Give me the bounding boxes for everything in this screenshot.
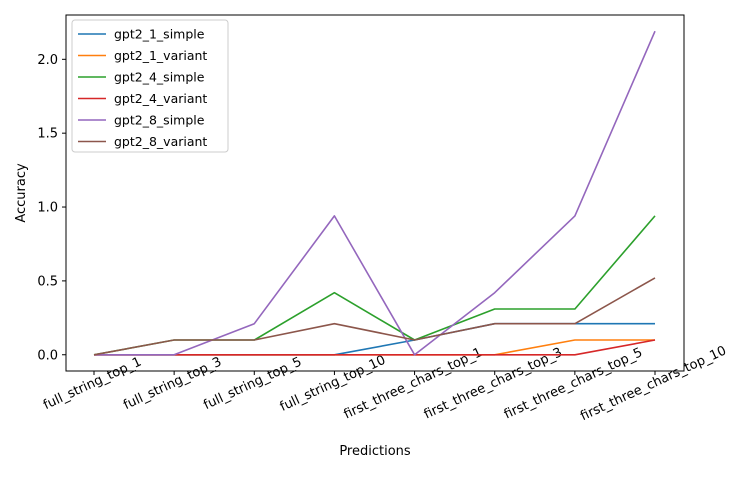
legend-label: gpt2_4_variant (114, 91, 207, 106)
plot-frame (65, 14, 685, 372)
y-tick-label: 1.5 (37, 127, 58, 142)
legend: gpt2_1_simple gpt2_1_variant gpt2_4_simple… (71, 19, 229, 153)
series-line-gpt2_4_variant (94, 339, 656, 356)
legend-label: gpt2_8_simple (114, 113, 205, 128)
series-line-gpt2_8_simple (94, 30, 656, 356)
series-lines (93, 30, 656, 356)
y-axis-ticks: 0.0 0.5 1.0 1.5 2.0 (37, 53, 66, 363)
legend-box (71, 19, 229, 153)
y-tick-label: 1.0 (37, 201, 58, 216)
x-tick-label: first_three_chars_top_1 (342, 345, 485, 422)
y-tick-label: 2.0 (37, 53, 58, 68)
x-tick-label: first_three_chars_top_10 (578, 343, 729, 424)
x-axis-label: Predictions (339, 444, 411, 459)
legend-label: gpt2_1_simple (114, 27, 205, 42)
legend-label: gpt2_1_variant (114, 48, 207, 63)
legend-label: gpt2_4_simple (114, 70, 205, 85)
y-tick-label: 0.5 (37, 274, 58, 289)
x-tick-label: first_three_chars_top_3 (422, 345, 565, 422)
series-line-gpt2_8_variant (93, 277, 656, 356)
y-axis-label: Accuracy (14, 163, 29, 223)
y-tick-label: 0.0 (37, 348, 58, 363)
legend-label: gpt2_8_variant (114, 134, 207, 149)
x-tick-label: first_three_chars_top_5 (502, 345, 645, 422)
